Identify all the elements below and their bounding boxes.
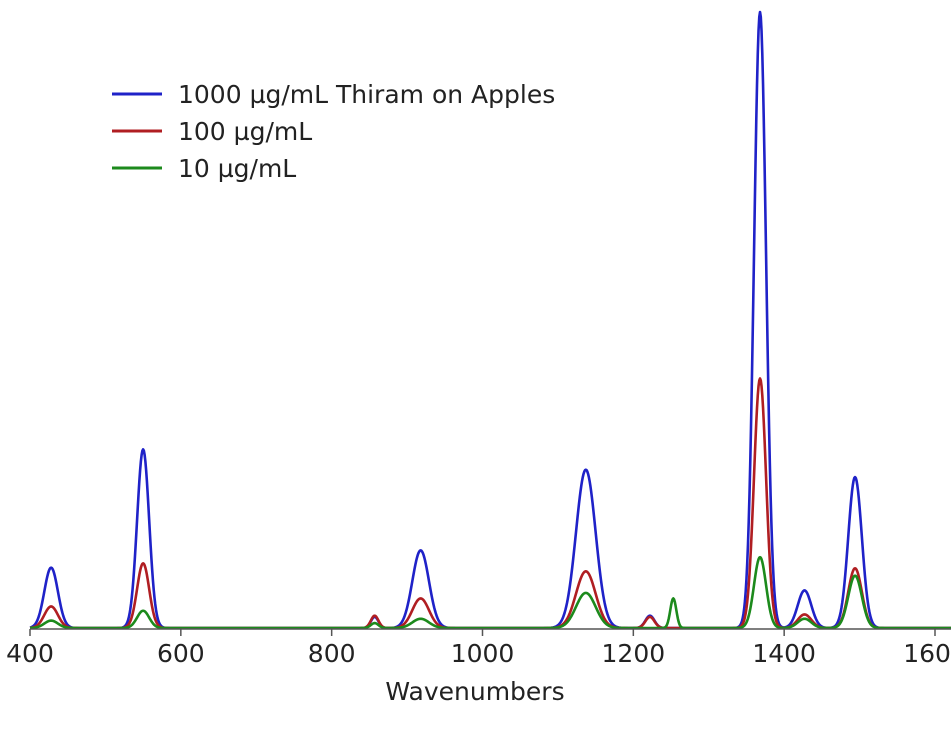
series-line-3 xyxy=(29,555,951,630)
series-layer xyxy=(29,10,951,630)
series-line-2 xyxy=(29,377,951,630)
x-tick-label: 1400 xyxy=(752,639,816,668)
x-tick-label: 400 xyxy=(6,639,54,668)
x-tick-label: 1600 xyxy=(903,639,951,668)
x-tick-label: 800 xyxy=(308,639,356,668)
x-ticks: 400 600 800 1000 1200 1400 1600 xyxy=(6,629,951,668)
legend-label-1: 1000 µg/mL Thiram on Apples xyxy=(178,80,555,109)
legend-label-2: 100 µg/mL xyxy=(178,117,312,146)
x-tick-label: 1200 xyxy=(602,639,666,668)
x-tick-label: 1000 xyxy=(451,639,515,668)
legend: 1000 µg/mL Thiram on Apples 100 µg/mL 10 µ… xyxy=(112,80,555,183)
x-tick-label: 600 xyxy=(157,639,205,668)
x-axis-title: Wavenumbers xyxy=(385,677,564,706)
legend-label-3: 10 µg/mL xyxy=(178,154,296,183)
